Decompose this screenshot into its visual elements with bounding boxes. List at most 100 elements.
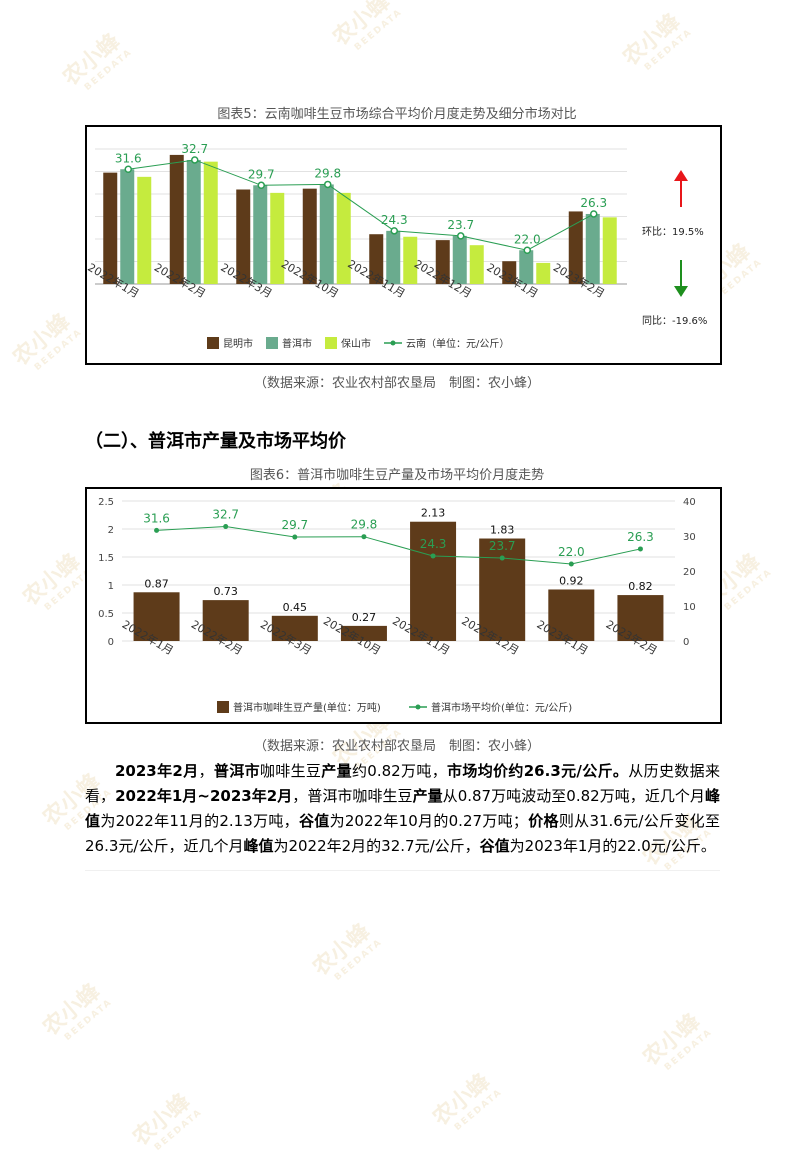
y-right-tick: 30 bbox=[683, 532, 696, 543]
y-left-tick: 2 bbox=[108, 525, 114, 536]
paragraph-run: 峰值 bbox=[243, 837, 274, 855]
line-data-label: 29.7 bbox=[281, 518, 308, 532]
legend-dot bbox=[415, 704, 421, 710]
legend-label: 云南（单位：元/公斤） bbox=[406, 337, 509, 350]
bar-保山市 bbox=[336, 192, 351, 284]
line-point bbox=[457, 232, 465, 240]
watermark-text: 农小蜂 bbox=[58, 29, 126, 91]
bar-data-label: 0.27 bbox=[352, 611, 377, 624]
paragraph-run: ， bbox=[198, 762, 214, 780]
paragraph-run: 则从31.6元/公斤变化至26.3元/公斤，近几个月 bbox=[85, 812, 720, 855]
legend-swatch bbox=[217, 701, 229, 713]
line-data-label: 24.3 bbox=[420, 537, 447, 551]
bar-普洱市 bbox=[319, 184, 334, 284]
line-point bbox=[191, 156, 199, 164]
watermark-sub: BEEDATA bbox=[452, 1087, 505, 1133]
series-line-price bbox=[156, 526, 641, 565]
line-point bbox=[390, 227, 398, 235]
bar-production bbox=[202, 600, 249, 641]
paragraph-run: 2022年1月~2023年2月 bbox=[115, 787, 293, 805]
bar-昆明市 bbox=[236, 189, 251, 284]
y-right-tick: 40 bbox=[683, 497, 696, 508]
legend-label: 普洱市咖啡生豆产量(单位：万吨) bbox=[233, 701, 381, 714]
bar-普洱市 bbox=[386, 230, 401, 284]
bar-production bbox=[617, 595, 664, 641]
paragraph-run: 约26.3元/公斤。 bbox=[508, 762, 629, 780]
legend-swatch bbox=[325, 337, 337, 349]
bar-昆明市 bbox=[103, 172, 118, 284]
bar-保山市 bbox=[403, 236, 418, 284]
data-label: 26.3 bbox=[580, 196, 607, 210]
line-data-label: 29.8 bbox=[351, 518, 378, 532]
bar-production bbox=[271, 615, 318, 641]
paragraph-run: 从0.87万吨波动至0.82万吨，近几个月 bbox=[442, 787, 705, 805]
paragraph-run: 2023年2月 bbox=[115, 762, 199, 780]
divider bbox=[85, 870, 720, 871]
section-heading: （二）、普洱市产量及市场平均价 bbox=[85, 431, 346, 452]
line-point bbox=[590, 210, 598, 218]
watermark-sub: BEEDATA bbox=[152, 1107, 205, 1153]
paragraph-run: 市场均价 bbox=[447, 762, 509, 780]
bar-production bbox=[548, 589, 595, 641]
line-point bbox=[361, 534, 367, 540]
chart6-svg: 00.511.522.50102030400.872022年1月0.732022… bbox=[98, 497, 696, 714]
y-left-tick: 1.5 bbox=[98, 553, 114, 564]
watermark-sub: BEEDATA bbox=[332, 937, 385, 983]
watermark-text: 农小蜂 bbox=[38, 979, 106, 1041]
bar-昆明市 bbox=[302, 188, 317, 284]
bar-保山市 bbox=[137, 176, 152, 284]
data-label: 23.7 bbox=[447, 218, 474, 232]
bar-普洱市 bbox=[120, 169, 135, 284]
paragraph-run: 为2022年2月的32.7元/公斤， bbox=[273, 837, 480, 855]
line-point bbox=[154, 527, 160, 533]
series-line-yunnan bbox=[128, 159, 594, 251]
chart6-source: （数据来源：农业农村部农垦局 制图：农小蜂） bbox=[253, 739, 540, 754]
line-data-label: 31.6 bbox=[143, 511, 170, 525]
line-data-label: 23.7 bbox=[489, 539, 516, 553]
line-point bbox=[257, 181, 265, 190]
bar-保山市 bbox=[203, 161, 218, 284]
bar-昆明市 bbox=[369, 234, 384, 284]
paragraph-run: 从历史数据来看， bbox=[85, 762, 720, 805]
paragraph-run: 为2022年11月的2.13万吨， bbox=[100, 812, 299, 830]
watermark-text: 农小蜂 bbox=[308, 919, 376, 981]
down-arrow-head-icon bbox=[674, 286, 688, 297]
bar-data-label: 1.83 bbox=[490, 524, 515, 537]
line-point bbox=[568, 561, 574, 567]
line-point bbox=[324, 180, 332, 189]
line-point bbox=[223, 524, 229, 530]
data-label: 29.7 bbox=[248, 167, 275, 181]
chart5-svg: 2022年1月 2022年2月 2022年3月 2022年10月 2022年11月 202… bbox=[87, 142, 707, 350]
legend-dot bbox=[390, 340, 396, 346]
legend-label: 昆明市 bbox=[223, 337, 253, 350]
bar-data-label: 0.45 bbox=[283, 601, 308, 614]
line-point bbox=[292, 534, 298, 540]
bar-data-label: 0.73 bbox=[213, 585, 238, 598]
watermark-sub: BEEDATA bbox=[62, 997, 115, 1043]
chart5-source: （数据来源：农业农村部农垦局 制图：农小蜂） bbox=[253, 376, 540, 391]
bar-普洱市 bbox=[452, 235, 467, 284]
bar-昆明市 bbox=[169, 154, 184, 284]
paragraph-run: 产量 bbox=[321, 762, 352, 780]
watermark-sub: BEEDATA bbox=[722, 567, 775, 613]
bar-data-label: 0.92 bbox=[559, 574, 584, 587]
bar-data-label: 0.82 bbox=[628, 580, 653, 593]
line-data-label: 26.3 bbox=[627, 530, 654, 544]
paragraph-run: 咖啡生豆 bbox=[259, 762, 322, 780]
bar-data-label: 2.13 bbox=[421, 507, 446, 520]
legend-label: 保山市 bbox=[341, 337, 371, 350]
bar-普洱市 bbox=[519, 250, 534, 284]
watermark-sub: BEEDATA bbox=[32, 327, 85, 373]
watermark-sub: BEEDATA bbox=[662, 1027, 715, 1073]
data-label: 24.3 bbox=[381, 213, 408, 227]
bar-保山市 bbox=[602, 217, 617, 284]
paragraph-run: 为2022年10月的0.27万吨； bbox=[329, 812, 528, 830]
chart6-frame: 0 0.5 1 1.5 2 2.5 0 10 20 30 40 0.87 2022年1月 0.73 2022… bbox=[85, 487, 722, 724]
mom-change: 环比：19.5% bbox=[642, 226, 704, 238]
chart5-frame: 2022年1月 2022年2月 2022年3月 2022年10月 2022年11月 202… bbox=[85, 125, 722, 365]
